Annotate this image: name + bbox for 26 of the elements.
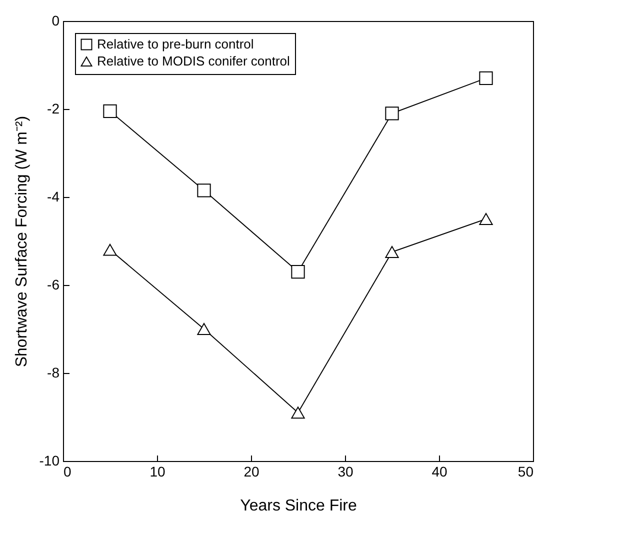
point [479, 213, 493, 225]
y-tick-label: 0 [52, 12, 60, 28]
x-tick-label: 10 [150, 464, 166, 480]
point [291, 406, 305, 419]
point [197, 184, 211, 198]
y-axis-title: Shortwave Surface Forcing (W m⁻²) [13, 116, 30, 368]
x-tick-label: 30 [338, 464, 354, 480]
point [385, 246, 399, 258]
y-tick-label: -8 [47, 364, 60, 380]
y-tick-label: -6 [47, 276, 60, 292]
point [103, 104, 117, 118]
legend-label: Relative to MODIS conifer control [97, 54, 290, 68]
x-tick-label: 50 [518, 464, 534, 480]
x-tick-label: 40 [432, 464, 448, 480]
point [197, 323, 211, 335]
point [103, 244, 117, 256]
y-tick-label: -2 [47, 100, 60, 116]
point [479, 71, 493, 86]
point [385, 106, 399, 120]
y-tick-label: -10 [39, 452, 60, 468]
x-tick-label: 20 [244, 464, 260, 480]
x-axis-title: Years Since Fire [240, 498, 357, 514]
legend-label: Relative to pre-burn control [97, 36, 254, 52]
x-tick-label: 0 [64, 464, 72, 480]
point [291, 264, 305, 279]
y-tick-label: -4 [47, 188, 60, 204]
